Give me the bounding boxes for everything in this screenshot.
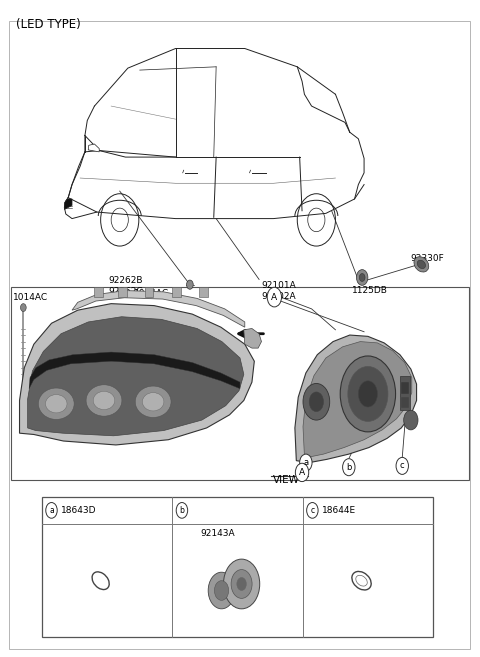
Circle shape (359, 381, 377, 407)
Text: (LED TYPE): (LED TYPE) (16, 18, 81, 31)
Bar (401, 397, 409, 408)
Circle shape (357, 269, 368, 285)
Ellipse shape (417, 260, 425, 269)
Circle shape (231, 570, 252, 599)
Circle shape (404, 410, 418, 430)
Polygon shape (72, 290, 245, 327)
Circle shape (208, 572, 235, 609)
Circle shape (21, 304, 26, 311)
Polygon shape (20, 304, 254, 445)
Circle shape (396, 457, 408, 474)
Text: c: c (310, 506, 314, 515)
Circle shape (300, 454, 312, 471)
Circle shape (237, 578, 246, 591)
Text: 92101A
92102A: 92101A 92102A (262, 281, 296, 302)
Ellipse shape (38, 388, 74, 419)
Ellipse shape (46, 395, 67, 413)
Ellipse shape (135, 386, 171, 417)
Text: b: b (346, 463, 351, 472)
Polygon shape (88, 144, 99, 152)
Circle shape (187, 280, 193, 289)
Text: 1125DB: 1125DB (352, 286, 388, 295)
Bar (11, 287, 469, 480)
Text: 18643D: 18643D (61, 506, 96, 515)
Bar (400, 376, 410, 410)
Text: b: b (180, 506, 184, 515)
Ellipse shape (356, 576, 367, 586)
Text: a: a (49, 506, 54, 515)
Ellipse shape (414, 257, 429, 272)
Circle shape (295, 463, 309, 482)
Bar (401, 382, 409, 394)
Polygon shape (244, 328, 262, 348)
Circle shape (360, 273, 365, 281)
Text: c: c (400, 461, 405, 470)
Bar (199, 287, 208, 297)
Text: 1014AC: 1014AC (134, 289, 169, 298)
Circle shape (340, 356, 396, 432)
Bar (118, 287, 127, 297)
Circle shape (303, 384, 330, 420)
Text: VIEW: VIEW (273, 475, 300, 485)
Text: a: a (303, 458, 309, 467)
Circle shape (176, 503, 188, 518)
Polygon shape (295, 335, 417, 463)
Ellipse shape (93, 392, 115, 409)
Circle shape (309, 392, 324, 411)
Text: A: A (299, 468, 305, 477)
Ellipse shape (103, 581, 108, 585)
Circle shape (348, 367, 388, 421)
Bar (144, 287, 153, 297)
Circle shape (307, 503, 318, 518)
Circle shape (215, 581, 228, 600)
Polygon shape (64, 199, 72, 210)
Bar (172, 287, 181, 297)
Text: 92143A: 92143A (201, 530, 235, 538)
Polygon shape (28, 317, 244, 436)
Circle shape (46, 503, 57, 518)
Text: 92330F: 92330F (411, 254, 444, 263)
Bar (95, 287, 103, 297)
Circle shape (267, 287, 281, 307)
Text: 18644E: 18644E (322, 506, 356, 515)
Text: 92262B
92262C: 92262B 92262C (109, 276, 144, 296)
Text: A: A (271, 292, 277, 302)
Text: 1014AC: 1014AC (13, 293, 48, 302)
Bar (42, 497, 433, 637)
Polygon shape (29, 352, 240, 389)
Polygon shape (303, 342, 412, 457)
Ellipse shape (86, 385, 122, 416)
Circle shape (224, 559, 260, 609)
Circle shape (343, 459, 355, 476)
Ellipse shape (143, 393, 164, 411)
